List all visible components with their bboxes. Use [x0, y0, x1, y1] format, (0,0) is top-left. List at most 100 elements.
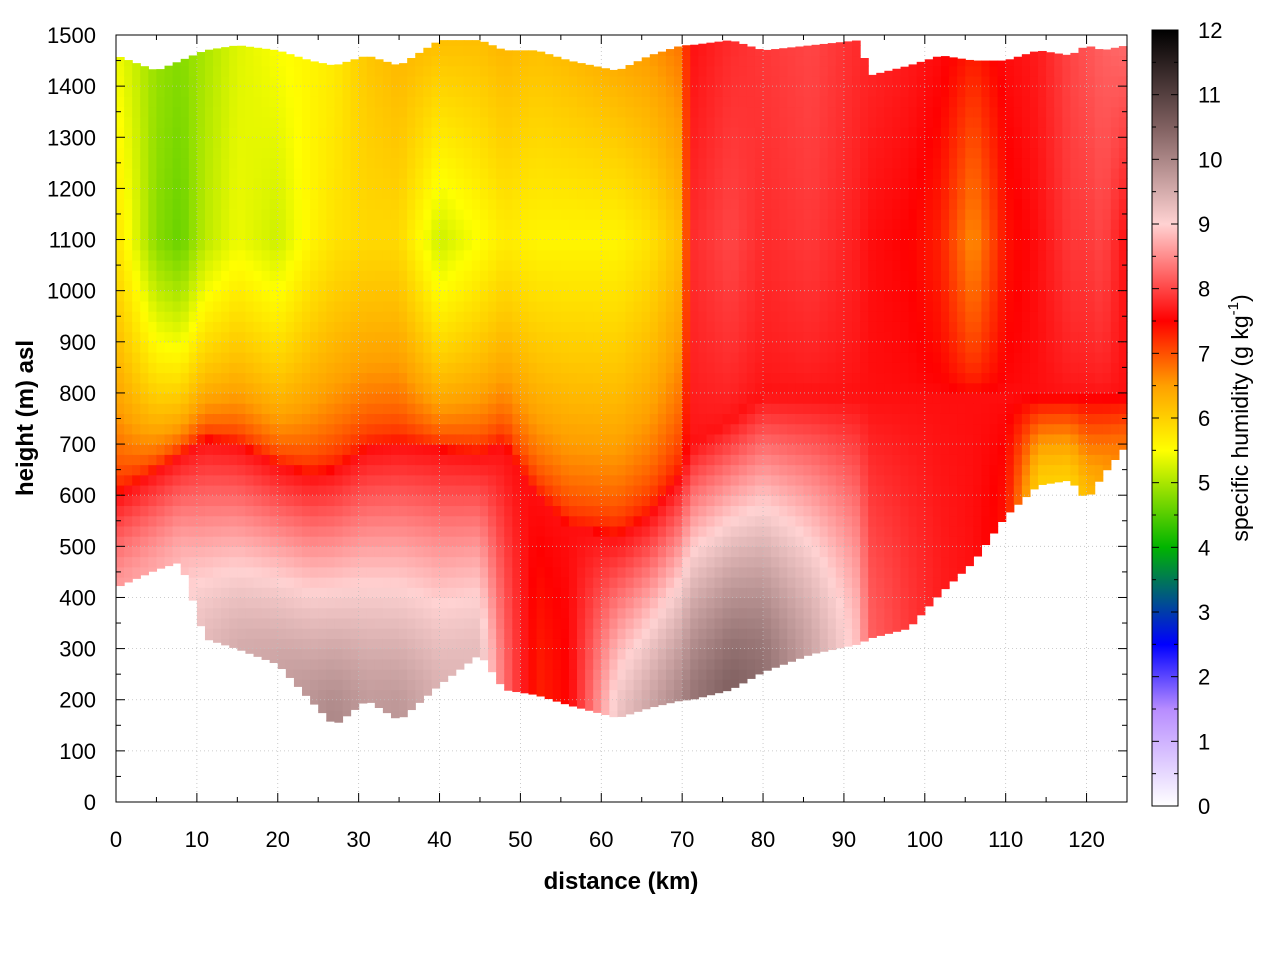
- heatmap-cell: [471, 290, 481, 302]
- heatmap-cell: [488, 525, 497, 537]
- heatmap-cell: [439, 403, 449, 414]
- heatmap-cell: [722, 40, 732, 46]
- heatmap-cell: [237, 495, 247, 507]
- heatmap-cell: [382, 372, 392, 384]
- heatmap-cell: [544, 127, 554, 138]
- heatmap-cell: [302, 341, 311, 353]
- heatmap-cell: [763, 454, 772, 466]
- heatmap-cell: [625, 157, 635, 169]
- heatmap-cell: [310, 147, 319, 159]
- heatmap-cell: [164, 505, 174, 517]
- heatmap-cell: [237, 55, 247, 67]
- heatmap-cell: [455, 45, 465, 57]
- heatmap-cell: [407, 423, 416, 435]
- heatmap-cell: [229, 280, 238, 292]
- heatmap-cell: [568, 689, 578, 701]
- heatmap-cell: [132, 484, 141, 496]
- heatmap-cell: [132, 321, 141, 333]
- heatmap-cell: [665, 382, 675, 394]
- heatmap-cell: [544, 219, 554, 230]
- heatmap-cell: [568, 352, 578, 363]
- heatmap-cell: [253, 167, 263, 179]
- heatmap-cell: [633, 75, 643, 87]
- heatmap-cell: [140, 188, 149, 200]
- heatmap-cell: [754, 566, 764, 578]
- heatmap-cell: [358, 167, 368, 179]
- heatmap-cell: [350, 147, 360, 159]
- heatmap-cell: [722, 638, 732, 650]
- heatmap-cell: [479, 116, 489, 128]
- heatmap-cell: [560, 515, 570, 527]
- heatmap-cell: [277, 352, 287, 363]
- heatmap-cell: [132, 188, 141, 200]
- heatmap-cell: [390, 597, 400, 609]
- heatmap-cell: [512, 638, 521, 650]
- heatmap-cell: [674, 280, 683, 292]
- heatmap-cell: [285, 86, 295, 97]
- heatmap-cell: [585, 259, 594, 271]
- heatmap-cell: [593, 444, 602, 455]
- heatmap-cell: [188, 198, 198, 210]
- heatmap-cell: [463, 444, 473, 455]
- heatmap-cell: [164, 403, 174, 414]
- heatmap-cell: [722, 55, 732, 67]
- heatmap-cell: [188, 321, 198, 333]
- heatmap-cell: [520, 515, 530, 527]
- heatmap-cell: [326, 372, 335, 384]
- heatmap-cell: [358, 321, 368, 333]
- heatmap-cell: [213, 321, 222, 333]
- heatmap-cell: [512, 577, 521, 588]
- heatmap-cell: [148, 178, 158, 189]
- heatmap-cell: [204, 106, 214, 118]
- heatmap-cell: [374, 464, 384, 476]
- heatmap-cell: [552, 444, 562, 455]
- heatmap-cell: [568, 321, 578, 333]
- heatmap-cell: [140, 208, 149, 220]
- heatmap-cell: [318, 597, 327, 609]
- heatmap-cell: [536, 239, 546, 251]
- heatmap-cell: [140, 229, 149, 241]
- heatmap-cell: [633, 167, 643, 179]
- heatmap-cell: [763, 607, 772, 619]
- heatmap-cell: [544, 147, 554, 159]
- heatmap-cell: [293, 577, 303, 588]
- heatmap-cell: [746, 208, 756, 220]
- heatmap-cell: [730, 331, 740, 343]
- heatmap-cell: [261, 525, 271, 537]
- heatmap-cell: [730, 106, 740, 118]
- heatmap-cell: [204, 137, 214, 149]
- heatmap-cell: [204, 75, 214, 87]
- heatmap-cell: [326, 270, 335, 282]
- heatmap-cell: [269, 617, 279, 629]
- heatmap-cell: [374, 157, 384, 169]
- heatmap-cell: [213, 536, 222, 547]
- heatmap-cell: [390, 392, 400, 404]
- heatmap-cell: [714, 566, 724, 578]
- heatmap-cell: [746, 270, 756, 282]
- heatmap-cell: [358, 474, 368, 486]
- heatmap-cell: [568, 270, 578, 282]
- heatmap-cell: [552, 137, 562, 149]
- heatmap-cell: [439, 658, 449, 670]
- heatmap-cell: [665, 484, 675, 496]
- heatmap-cell: [471, 106, 481, 118]
- heatmap-cell: [140, 300, 149, 312]
- heatmap-cell: [738, 106, 748, 118]
- heatmap-cell: [237, 433, 247, 445]
- heatmap-cell: [714, 331, 724, 343]
- heatmap-cell: [738, 188, 748, 200]
- heatmap-cell: [439, 106, 449, 118]
- heatmap-cell: [625, 300, 635, 312]
- heatmap-cell: [382, 413, 392, 425]
- heatmap-cell: [488, 474, 497, 486]
- heatmap-cell: [326, 106, 335, 118]
- heatmap-cell: [326, 229, 335, 241]
- heatmap-cell: [310, 198, 319, 210]
- heatmap-cell: [342, 607, 352, 619]
- heatmap-cell: [124, 454, 133, 466]
- heatmap-cell: [196, 280, 206, 292]
- heatmap-cell: [536, 188, 546, 200]
- heatmap-cell: [536, 658, 546, 670]
- heatmap-cell: [204, 331, 214, 343]
- heatmap-cell: [690, 311, 699, 322]
